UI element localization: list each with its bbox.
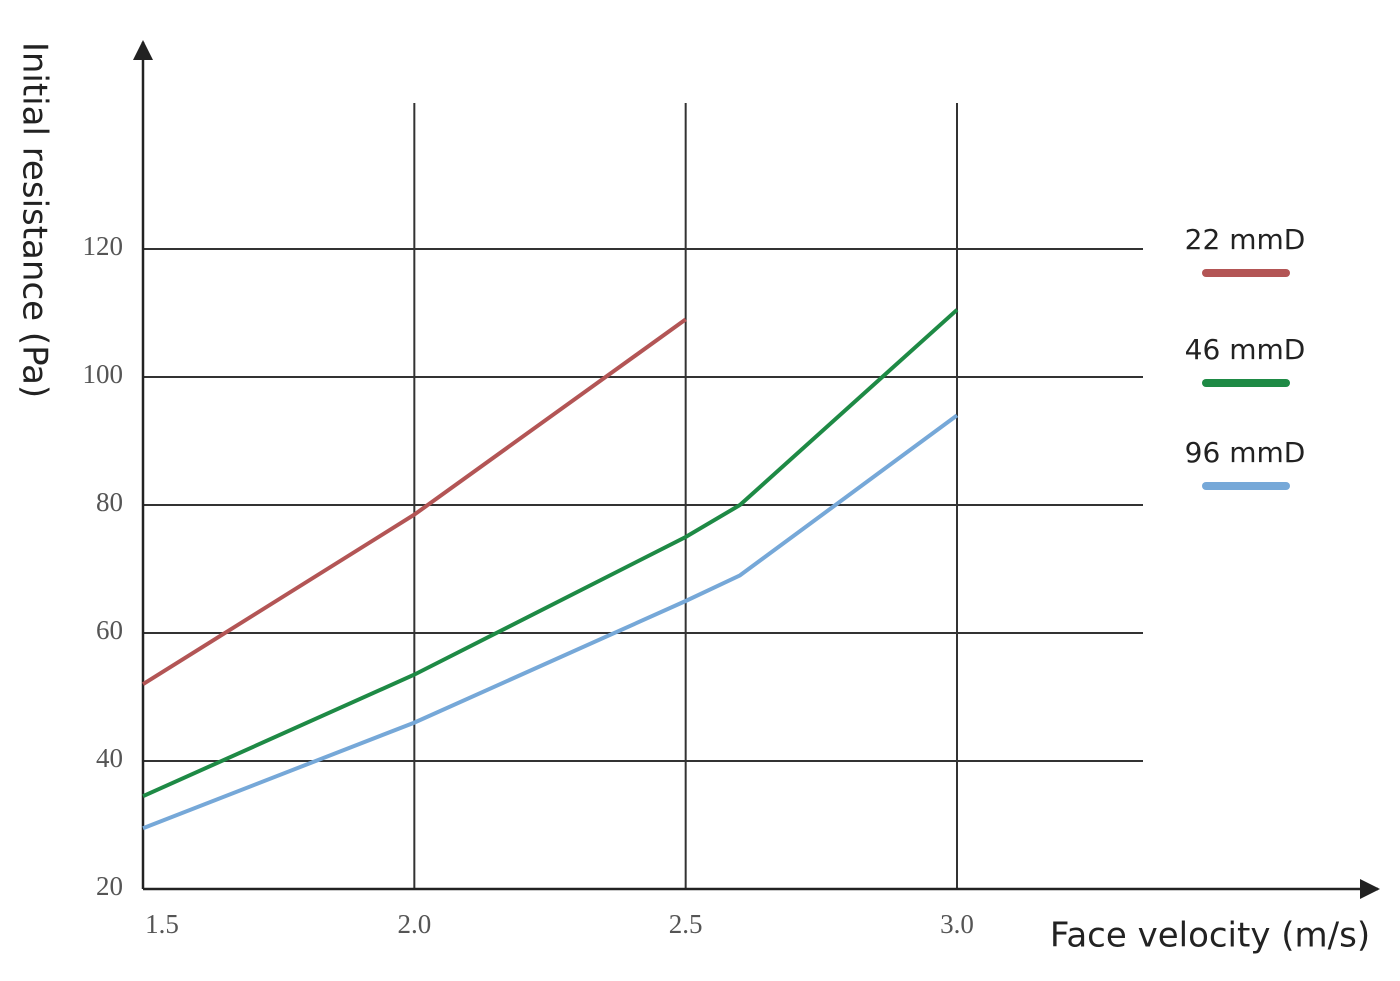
y-tick-label: 80 [96,487,123,517]
series-line [142,413,959,831]
x-tick-label: 3.0 [940,909,974,939]
y-tick-label: 100 [83,359,124,389]
y-tick-label: 60 [96,615,123,645]
x-tick-label: 1.5 [145,909,179,939]
y-tick-label: 40 [96,743,123,773]
series-line [142,308,959,799]
legend-label: 46 mmD [1185,333,1306,366]
legend-label: 96 mmD [1185,436,1306,469]
y-tick-label: 20 [96,871,123,901]
legend-label: 22 mmD [1185,223,1306,256]
x-tick-label: 2.5 [669,909,703,939]
y-tick-label: 120 [83,231,124,261]
x-tick-label: 2.0 [397,909,431,939]
x-axis-title: Face velocity (m/s) [1050,916,1370,956]
y-axis-title: Initial resistance (Pa) [15,42,55,398]
series-line [141,317,687,686]
